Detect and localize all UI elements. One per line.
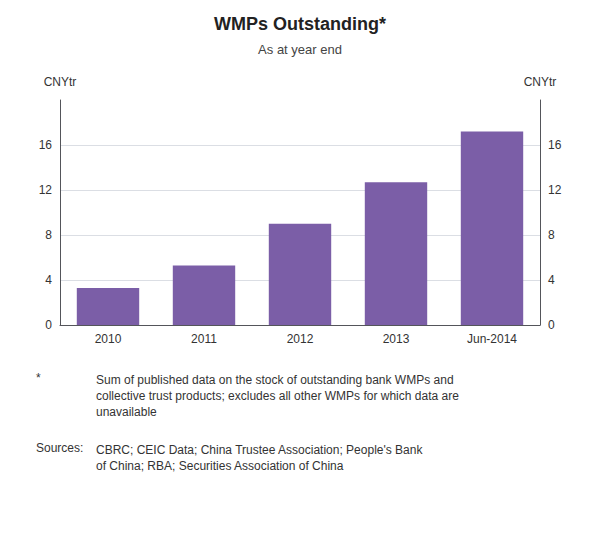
svg-text:2013: 2013 <box>383 332 410 346</box>
svg-text:Sources:: Sources: <box>36 441 83 455</box>
svg-text:*: * <box>36 371 41 385</box>
svg-text:12: 12 <box>39 183 53 197</box>
svg-text:CNYtr: CNYtr <box>524 75 557 89</box>
svg-text:2010: 2010 <box>95 332 122 346</box>
svg-text:8: 8 <box>45 228 52 242</box>
svg-text:12: 12 <box>548 183 562 197</box>
svg-text:8: 8 <box>548 228 555 242</box>
svg-text:CBRC; CEIC Data; China Trustee: CBRC; CEIC Data; China Trustee Associati… <box>96 443 423 457</box>
svg-text:As at year end: As at year end <box>258 42 342 57</box>
svg-text:unavailable: unavailable <box>96 405 157 419</box>
svg-text:of China; RBA; Securities Asso: of China; RBA; Securities Association of… <box>96 459 344 473</box>
svg-text:Jun-2014: Jun-2014 <box>467 332 517 346</box>
svg-text:CNYtr: CNYtr <box>44 75 77 89</box>
svg-text:WMPs Outstanding*: WMPs Outstanding* <box>214 14 386 34</box>
svg-text:2012: 2012 <box>287 332 314 346</box>
svg-text:16: 16 <box>39 138 53 152</box>
svg-text:0: 0 <box>45 318 52 332</box>
svg-text:16: 16 <box>548 138 562 152</box>
svg-text:4: 4 <box>45 273 52 287</box>
svg-text:collective trust products; exc: collective trust products; excludes all … <box>96 389 459 403</box>
svg-text:4: 4 <box>548 273 555 287</box>
svg-text:2011: 2011 <box>191 332 217 346</box>
svg-text:0: 0 <box>548 318 555 332</box>
svg-text:Sum of published data on the s: Sum of published data on the stock of ou… <box>96 373 454 387</box>
